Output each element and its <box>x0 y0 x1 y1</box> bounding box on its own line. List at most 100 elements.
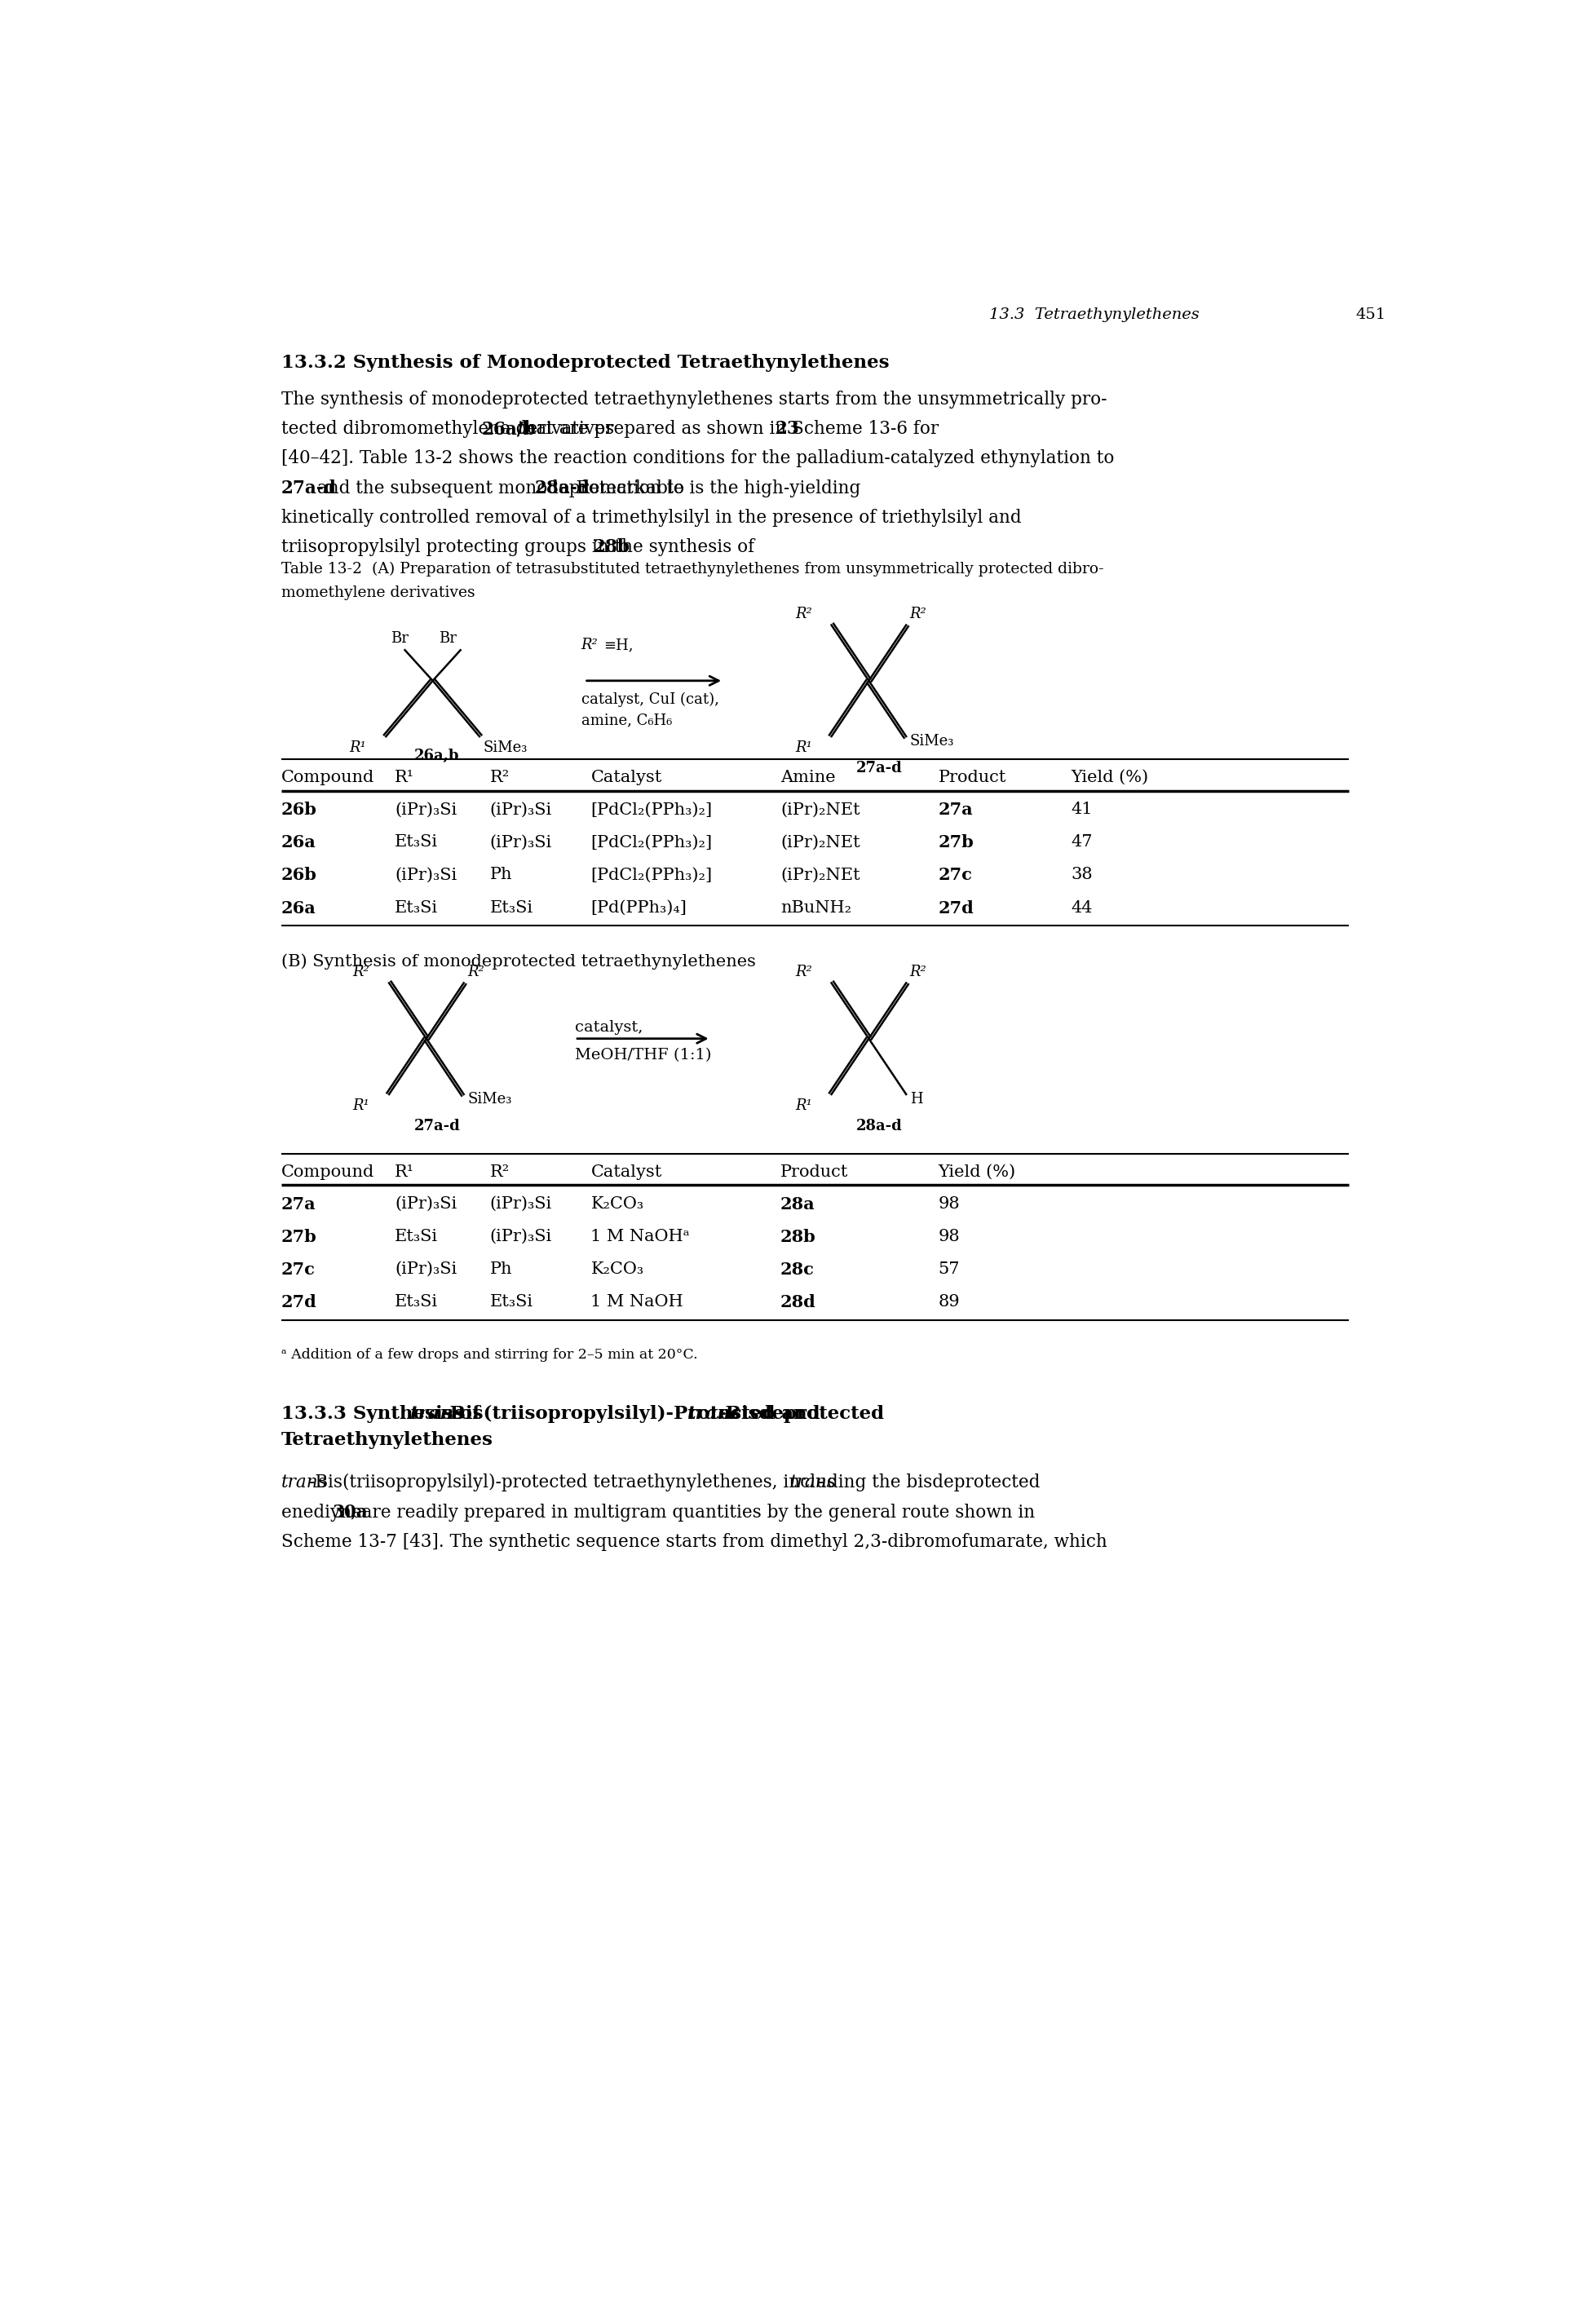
Text: Yield (%): Yield (%) <box>939 1164 1017 1181</box>
Text: 1 M NaOH: 1 M NaOH <box>590 1294 684 1311</box>
Text: R²: R² <box>490 769 509 786</box>
Text: 47: 47 <box>1071 834 1093 851</box>
Text: SiMe₃: SiMe₃ <box>484 741 528 755</box>
Text: 89: 89 <box>939 1294 959 1311</box>
Text: momethylene derivatives: momethylene derivatives <box>282 586 474 600</box>
Text: 28d: 28d <box>780 1294 816 1311</box>
Text: 13.3.2 Synthesis of Monodeprotected Tetraethynylethenes: 13.3.2 Synthesis of Monodeprotected Tetr… <box>282 353 889 372</box>
Text: 26a: 26a <box>282 899 317 916</box>
Text: Et₃Si: Et₃Si <box>395 1229 438 1243</box>
Text: Catalyst: Catalyst <box>590 1164 662 1181</box>
Text: 28a-d: 28a-d <box>856 1118 902 1134</box>
Text: Et₃Si: Et₃Si <box>395 1294 438 1311</box>
Text: catalyst,: catalyst, <box>574 1020 643 1034</box>
Text: 41: 41 <box>1071 802 1093 818</box>
Text: 98: 98 <box>939 1197 959 1211</box>
Text: 27c: 27c <box>282 1262 315 1278</box>
Text: 38: 38 <box>1071 867 1093 883</box>
Text: tected dibromomethylene derivatives: tected dibromomethylene derivatives <box>282 421 619 439</box>
Text: (iPr)₃Si: (iPr)₃Si <box>490 1197 552 1211</box>
Text: K₂CO₃: K₂CO₃ <box>590 1262 644 1276</box>
Text: -: - <box>818 1473 824 1492</box>
Text: (iPr)₂NEt: (iPr)₂NEt <box>780 867 859 883</box>
Text: and the subsequent monodeprotection to: and the subsequent monodeprotection to <box>312 479 690 497</box>
Text: Table 13-2  (A) Preparation of tetrasubstituted tetraethynylethenes from unsymme: Table 13-2 (A) Preparation of tetrasubst… <box>282 562 1104 576</box>
Text: Compound: Compound <box>282 769 374 786</box>
Text: . Remarkable is the high-yielding: . Remarkable is the high-yielding <box>565 479 861 497</box>
Text: R¹: R¹ <box>350 741 366 755</box>
Text: 28a: 28a <box>780 1197 815 1213</box>
Text: (iPr)₃Si: (iPr)₃Si <box>395 802 457 818</box>
Text: [Pd(PPh₃)₄]: [Pd(PPh₃)₄] <box>590 899 687 916</box>
Text: 28c: 28c <box>780 1262 815 1278</box>
Text: R¹: R¹ <box>353 1099 369 1113</box>
Text: .: . <box>613 539 617 555</box>
Text: (B) Synthesis of monodeprotected tetraethynylethenes: (B) Synthesis of monodeprotected tetraet… <box>282 953 756 969</box>
Text: The synthesis of monodeprotected tetraethynylethenes starts from the unsymmetric: The synthesis of monodeprotected tetraet… <box>282 390 1107 409</box>
Text: 27a: 27a <box>939 802 974 818</box>
Text: R²: R² <box>796 964 811 978</box>
Text: amine, C₆H₆: amine, C₆H₆ <box>581 713 671 727</box>
Text: 27d: 27d <box>282 1294 317 1311</box>
Text: Product: Product <box>780 1164 848 1181</box>
Text: 98: 98 <box>939 1229 959 1243</box>
Text: [PdCl₂(PPh₃)₂]: [PdCl₂(PPh₃)₂] <box>590 834 713 851</box>
Text: K₂CO₃: K₂CO₃ <box>590 1197 644 1211</box>
Text: Et₃Si: Et₃Si <box>490 899 533 916</box>
Text: 27b: 27b <box>939 834 974 851</box>
Text: triisopropylsilyl protecting groups in the synthesis of: triisopropylsilyl protecting groups in t… <box>282 539 760 555</box>
Text: R²: R² <box>910 964 928 978</box>
Text: Ph: Ph <box>490 1262 512 1276</box>
Text: (iPr)₃Si: (iPr)₃Si <box>395 867 457 883</box>
Text: [PdCl₂(PPh₃)₂]: [PdCl₂(PPh₃)₂] <box>590 802 713 818</box>
Text: 26a,b: 26a,b <box>414 748 460 762</box>
Text: R²: R² <box>796 607 811 621</box>
Text: (iPr)₃Si: (iPr)₃Si <box>490 1229 552 1243</box>
Text: 13.3.3 Synthesis of: 13.3.3 Synthesis of <box>282 1404 487 1422</box>
Text: (iPr)₂NEt: (iPr)₂NEt <box>780 802 859 818</box>
Text: -Bis(triisopropylsilyl)-protected tetraethynylethenes, including the bisdeprotec: -Bis(triisopropylsilyl)-protected tetrae… <box>309 1473 1045 1492</box>
Text: Product: Product <box>939 769 1006 786</box>
Text: 27d: 27d <box>939 899 974 916</box>
Text: 26a: 26a <box>282 834 317 851</box>
Text: nBuNH₂: nBuNH₂ <box>780 899 851 916</box>
Text: trans: trans <box>282 1473 328 1492</box>
Text: Amine: Amine <box>780 769 835 786</box>
Text: that are prepared as shown in Scheme 13-6 for: that are prepared as shown in Scheme 13-… <box>512 421 945 439</box>
Text: trans: trans <box>410 1404 465 1422</box>
Text: 30a: 30a <box>333 1504 368 1522</box>
Text: (iPr)₃Si: (iPr)₃Si <box>490 802 552 818</box>
Text: Et₃Si: Et₃Si <box>395 834 438 851</box>
Text: R¹: R¹ <box>395 769 414 786</box>
Text: R²: R² <box>581 637 598 653</box>
Text: trans: trans <box>791 1473 837 1492</box>
Text: 13.3  Tetraethynylethenes: 13.3 Tetraethynylethenes <box>990 307 1200 321</box>
Text: 451: 451 <box>1356 307 1386 321</box>
Text: enediyne: enediyne <box>282 1504 368 1522</box>
Text: R²: R² <box>468 964 484 978</box>
Text: R²: R² <box>353 964 369 978</box>
Text: Compound: Compound <box>282 1164 374 1181</box>
Text: 26b: 26b <box>282 867 317 883</box>
Text: 57: 57 <box>939 1262 959 1276</box>
Text: 28a-d: 28a-d <box>535 479 590 497</box>
Text: 28b: 28b <box>780 1229 816 1246</box>
Text: catalyst, CuI (cat),: catalyst, CuI (cat), <box>581 693 719 706</box>
Text: trans: trans <box>687 1404 741 1422</box>
Text: -Bis(triisopropylsilyl)-Protected and: -Bis(triisopropylsilyl)-Protected and <box>442 1404 826 1422</box>
Text: Ph: Ph <box>490 867 512 883</box>
Text: 1 M NaOHᵃ: 1 M NaOHᵃ <box>590 1229 690 1243</box>
Text: Br: Br <box>439 632 457 646</box>
Text: Catalyst: Catalyst <box>590 769 662 786</box>
Text: 26b: 26b <box>282 802 317 818</box>
Text: 27c: 27c <box>939 867 972 883</box>
Text: ≡H,: ≡H, <box>603 637 633 653</box>
Text: (iPr)₃Si: (iPr)₃Si <box>395 1262 457 1276</box>
Text: (iPr)₃Si: (iPr)₃Si <box>490 834 552 851</box>
Text: (iPr)₂NEt: (iPr)₂NEt <box>780 834 859 851</box>
Text: Tetraethynylethenes: Tetraethynylethenes <box>282 1432 493 1448</box>
Text: MeOH/THF (1:1): MeOH/THF (1:1) <box>574 1048 711 1062</box>
Text: (iPr)₃Si: (iPr)₃Si <box>395 1197 457 1211</box>
Text: -Bisdeprotected: -Bisdeprotected <box>719 1404 885 1422</box>
Text: 27a-d: 27a-d <box>856 760 902 776</box>
